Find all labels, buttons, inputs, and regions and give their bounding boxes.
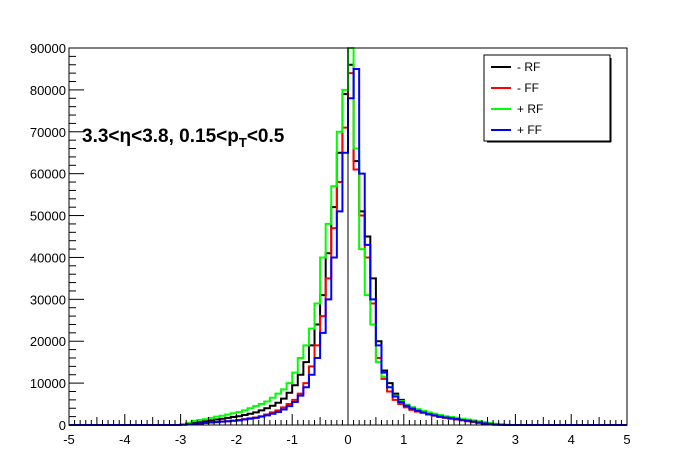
y-tick-label: 50000 (30, 209, 66, 224)
x-tick-label: 0 (344, 432, 351, 447)
y-tick-label: 20000 (30, 334, 66, 349)
legend: - RF - FF + RF + FF (483, 54, 612, 143)
y-tick-label: 90000 (30, 41, 66, 56)
annotation-subscript: T (239, 135, 247, 150)
x-tick-label: 1 (400, 432, 407, 447)
series-line-3 (69, 67, 627, 426)
legend-label-0: - RF (517, 60, 540, 74)
legend-label-1: - FF (517, 81, 539, 95)
y-tick-label: 10000 (30, 376, 66, 391)
x-tick-label: -1 (286, 432, 298, 447)
axes: -5 -4 -3 -2 -1 0 1 2 3 4 5 0 10000 20000 30000 40000 500… (30, 41, 631, 447)
y-tick-label: 30000 (30, 292, 66, 307)
y-tick-label: 60000 (30, 167, 66, 182)
kinematic-cut-label: 3.3<η<3.8, 0.15<pT<0.5 (82, 126, 285, 150)
y-tick-label: 80000 (30, 83, 66, 98)
legend-label-2: + RF (517, 102, 543, 116)
y-tick-label: 70000 (30, 125, 66, 140)
x-tick-label: -3 (175, 432, 187, 447)
y-tick-label: 40000 (30, 250, 66, 265)
legend-box (483, 54, 611, 142)
legend-label-3: + FF (517, 123, 542, 137)
x-tick-label: 3 (512, 432, 519, 447)
x-tick-label: -4 (119, 432, 131, 447)
x-tick-label: -5 (63, 432, 75, 447)
annotation-tail: <0.5 (247, 126, 285, 147)
y-tick-label: 0 (59, 418, 66, 433)
x-tick-label: -2 (231, 432, 243, 447)
x-tick-label: 5 (623, 432, 630, 447)
annotation-main: 3.3<η<3.8, 0.15<p (82, 126, 239, 147)
x-tick-label: 4 (568, 432, 575, 447)
x-tick-label: 2 (456, 432, 463, 447)
